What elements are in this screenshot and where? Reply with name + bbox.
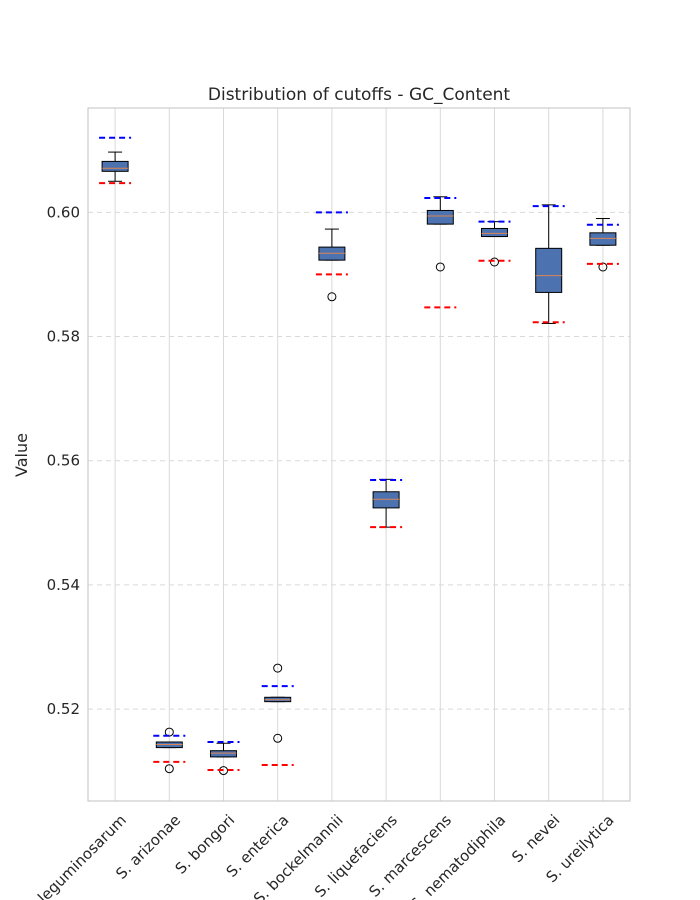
- y-tick-label: 0.54: [47, 576, 80, 594]
- box: [101, 160, 129, 172]
- box: [535, 247, 563, 293]
- chart-marks: [99, 136, 619, 776]
- outlier-point: [164, 764, 174, 774]
- outlier-point: [435, 262, 445, 272]
- grid-lines: [88, 108, 630, 801]
- x-tick-label: S. leguminosarum: [21, 811, 130, 900]
- outlier-point: [327, 292, 337, 302]
- y-tick-label: 0.60: [47, 203, 80, 221]
- box: [372, 491, 400, 509]
- box: [426, 209, 454, 225]
- chart-title: Distribution of cutoffs - GC_Content: [208, 85, 511, 105]
- outlier-point: [490, 257, 499, 267]
- outlier-point: [273, 663, 283, 673]
- y-tick-label: 0.58: [47, 328, 80, 346]
- box: [481, 227, 508, 238]
- box: [210, 750, 237, 758]
- y-tick-label: 0.52: [47, 700, 80, 718]
- y-tick-label: 0.56: [47, 452, 80, 470]
- plot-frame: [87, 107, 631, 802]
- outlier-point: [273, 733, 283, 743]
- y-axis-label: Value: [12, 433, 31, 477]
- x-tick-label: S. nevei: [508, 811, 563, 866]
- box: [589, 232, 617, 246]
